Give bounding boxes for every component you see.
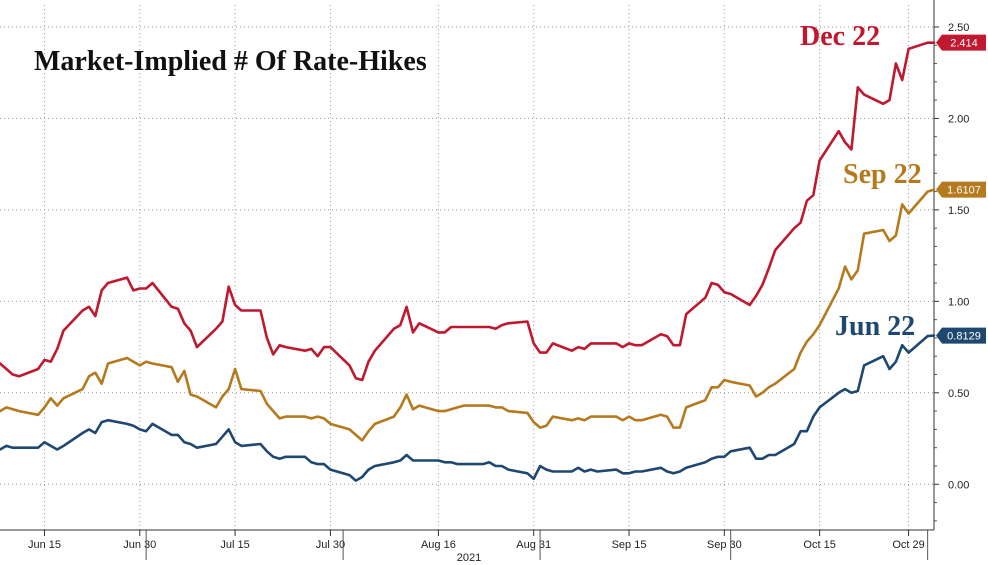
series-lines	[0, 41, 936, 482]
series-line-jun-22	[0, 334, 936, 482]
last-value-tags: 2.414 1.6107 0.8129	[936, 34, 986, 344]
value-tag	[936, 34, 986, 51]
x-tick-label: Jun 15	[28, 539, 61, 551]
x-tick-label: Sep 15	[612, 539, 647, 551]
value-tag-text: 0.8129	[947, 331, 981, 343]
series-line-sep-22	[0, 188, 936, 442]
x-tick-label: Jul 15	[220, 539, 249, 551]
axes: 0.00 0.50 1.00 1.50 2.00 2.50 Jun 15 Jun 30 Jul …	[0, 0, 969, 560]
series-line-dec-22	[0, 41, 936, 382]
grid-lines	[0, 5, 934, 530]
y-tick-label: 0.00	[948, 479, 969, 491]
x-tick-label: Oct 29	[892, 539, 924, 551]
value-tag-text: 2.414	[950, 38, 978, 50]
series-labels: Dec 22 Sep 22 Jun 22	[800, 21, 922, 342]
chart-title: Market-Implied # Of Rate-Hikes	[34, 46, 427, 77]
series-label: Sep 22	[843, 159, 922, 190]
y-tick-label: 1.00	[948, 296, 969, 308]
x-tick-label: Aug 16	[421, 539, 456, 551]
series-label: Dec 22	[800, 21, 880, 52]
y-tick-label: 2.50	[948, 22, 969, 34]
y-tick-label: 0.50	[948, 388, 969, 400]
x-tick-label: Sep 30	[707, 539, 742, 551]
value-tag-text: 1.6107	[947, 185, 981, 197]
series-label: Jun 22	[835, 311, 915, 342]
x-tick-label: Jun 30	[123, 539, 156, 551]
x-tick-label: Jul 30	[316, 539, 345, 551]
x-tick-label: Aug 31	[516, 539, 551, 551]
value-tag	[936, 181, 986, 198]
value-tag	[936, 327, 986, 344]
x-axis-title: 2021	[457, 552, 481, 564]
x-tick-label: Oct 15	[803, 539, 835, 551]
y-tick-label: 1.50	[948, 205, 969, 217]
y-tick-label: 2.00	[948, 113, 969, 125]
